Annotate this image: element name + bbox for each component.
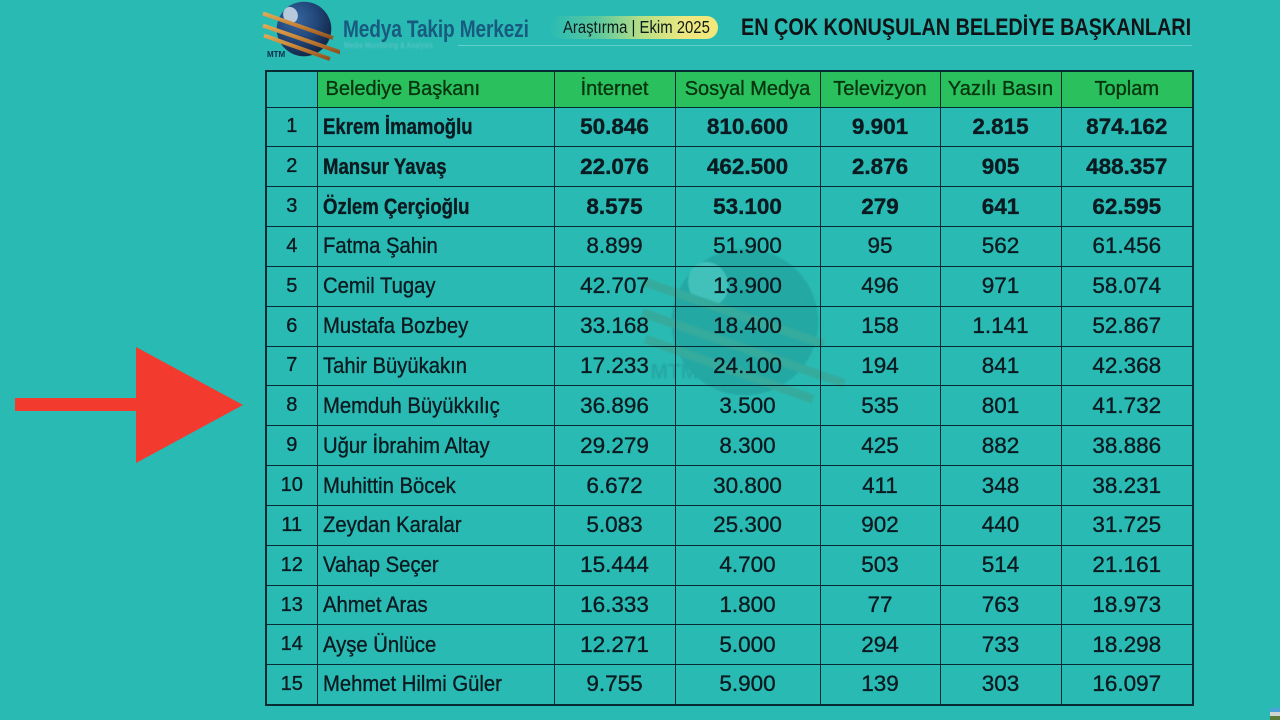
svg-text:MTM: MTM: [267, 50, 286, 59]
